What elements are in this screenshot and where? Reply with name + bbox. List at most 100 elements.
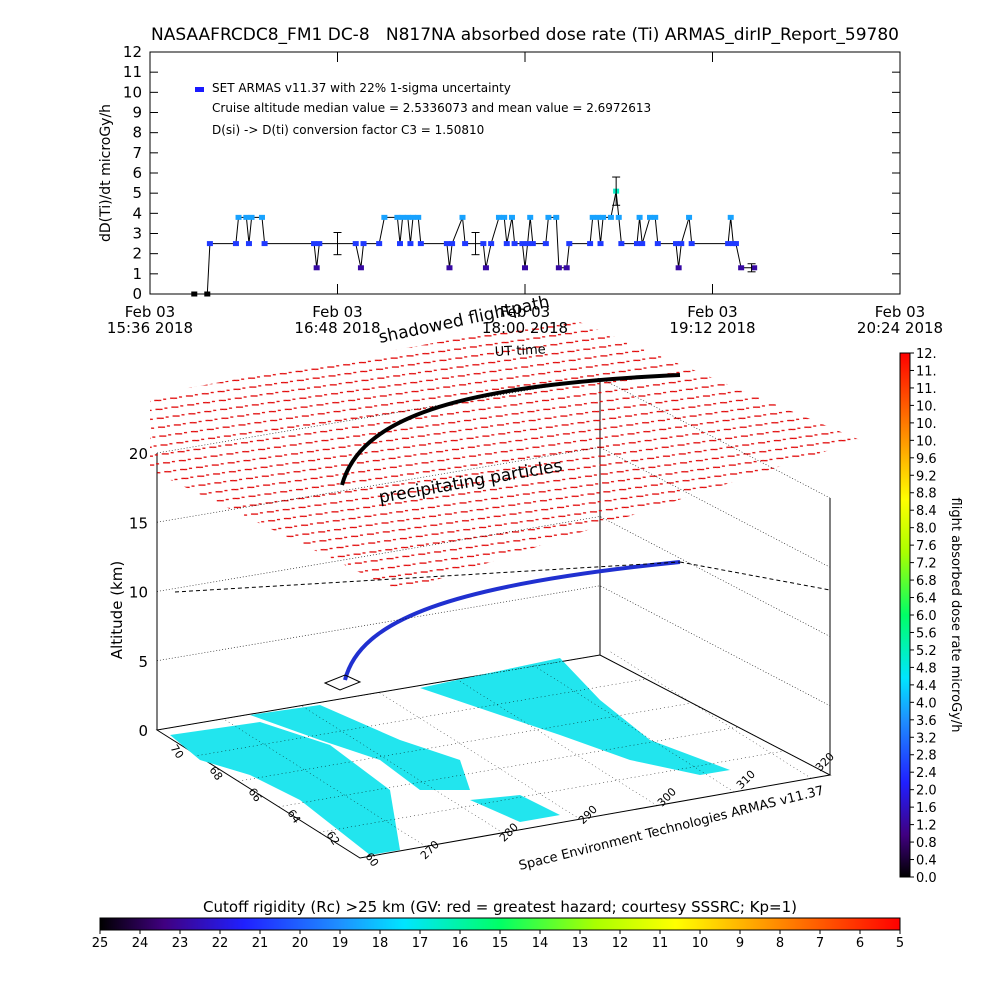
data-point <box>352 241 359 247</box>
data-point <box>524 241 531 247</box>
colorbar-tick-label: 11 <box>652 936 669 951</box>
data-point <box>459 214 466 220</box>
land <box>470 795 560 822</box>
colorbar-tick-label: 9 <box>736 936 744 951</box>
colorbar-tick-label: 15 <box>492 936 509 951</box>
data-point <box>417 241 424 247</box>
y-tick-label: 11 <box>123 63 142 81</box>
data-point <box>686 214 693 220</box>
scene-3d: shadowed flightpath UT time precipitatin… <box>108 292 860 874</box>
colorbar-tick-label: 23 <box>172 936 189 951</box>
x-tick-label: Feb 03 19:12 2018 <box>669 303 756 337</box>
colorbar-tick-label: 21 <box>252 936 269 951</box>
legend-marker <box>195 87 204 92</box>
data-point <box>243 214 250 220</box>
land <box>250 705 470 790</box>
data-point <box>316 241 323 247</box>
data-point <box>462 241 469 247</box>
data-point <box>727 214 734 220</box>
grid-line <box>278 726 739 808</box>
data-point <box>245 241 252 247</box>
data-point <box>678 241 685 247</box>
y-tick-label: 1 <box>132 265 142 283</box>
colorbar-tick-label: 11. <box>916 382 937 397</box>
data-point <box>503 241 510 247</box>
x-tick-label: Feb 03 16:48 2018 <box>294 303 381 337</box>
colorbar-tick-label: 10. <box>916 434 937 449</box>
error-bar <box>747 263 756 273</box>
z-tick-label: 20 <box>129 445 148 463</box>
data-point <box>654 241 661 247</box>
data-point <box>482 265 489 271</box>
colorbar <box>99 917 901 931</box>
x-tick-label: Feb 03 18:00 2018 <box>481 303 569 337</box>
data-point <box>647 214 653 220</box>
data-point <box>204 291 211 297</box>
colorbar-tick-label: 18 <box>372 936 389 951</box>
colorbar-tick-label: 8.8 <box>916 487 937 502</box>
error-bar <box>612 176 621 206</box>
data-point <box>397 241 403 247</box>
data-point <box>633 241 640 247</box>
data-point <box>407 241 414 247</box>
data-point <box>449 241 456 247</box>
colorbar-tick-label: 14 <box>532 936 549 951</box>
data-point <box>607 214 614 220</box>
colorbar-tick-label: 2.8 <box>916 749 937 764</box>
annotation: UT time <box>494 342 546 360</box>
data-point <box>399 214 406 220</box>
data-point <box>311 241 318 247</box>
colorbar-tick-label: 9.2 <box>916 469 937 484</box>
data-point <box>545 214 552 220</box>
data-point <box>594 214 601 220</box>
colorbar-tick-label: 1.2 <box>916 819 937 834</box>
data-point <box>206 241 213 247</box>
data-point <box>555 265 562 271</box>
annotation: D(si) -> D(ti) conversion factor C3 = 1.… <box>212 123 484 137</box>
data-point <box>587 241 594 247</box>
chart-title: NASAAFRCDC8_FM1 DC-8 N817NA absorbed dos… <box>151 25 899 45</box>
data-point <box>553 214 560 220</box>
colorbar-tick-label: 12. <box>916 347 937 362</box>
y-tick-label: 4 <box>132 204 142 222</box>
data-point <box>410 214 417 220</box>
colorbar-tick-label: 5 <box>896 936 904 951</box>
data-point <box>563 265 570 271</box>
data-point <box>519 241 526 247</box>
data-point <box>636 214 643 220</box>
colorbar-tick-label: 0.0 <box>916 871 937 886</box>
colorbar-tick-label: 17 <box>412 936 429 951</box>
colorbar-tick-label: 13 <box>572 936 589 951</box>
colorbar-tick-label: 8.0 <box>916 522 937 537</box>
y-tick-label: 12 <box>123 43 142 61</box>
legend-label: SET ARMAS v11.37 with 22% 1-sigma uncert… <box>212 81 511 95</box>
colorbar-tick-label: 9.6 <box>916 452 937 467</box>
colorbar-tick-label: 3.2 <box>916 731 937 746</box>
data-point <box>376 241 383 247</box>
data-point <box>480 241 487 247</box>
colorbar-tick-label: 0.4 <box>916 854 937 869</box>
colorbar-tick-label: 20 <box>292 936 309 951</box>
colorbar-tick-label: 10 <box>692 936 709 951</box>
colorbar-tick-label: 2.0 <box>916 784 937 799</box>
y-tick-label: 0 <box>132 285 142 303</box>
data-point <box>404 214 411 220</box>
colorbar-tick-label: 6.8 <box>916 574 937 589</box>
precipitating-particles <box>150 318 860 592</box>
z-tick-label: 15 <box>129 514 148 532</box>
colorbar-tick-label: 4.8 <box>916 661 937 676</box>
grid-line <box>156 654 601 731</box>
data-point <box>508 214 515 220</box>
land <box>420 658 730 775</box>
data-point <box>725 241 732 247</box>
data-point <box>566 241 573 247</box>
z-axis-label: Altitude (km) <box>108 561 126 659</box>
grid-line <box>238 702 693 782</box>
data-point <box>235 214 242 220</box>
colorbar-tick-label: 7.6 <box>916 539 937 554</box>
data-point <box>394 214 401 220</box>
colorbar-tick-label: 6 <box>856 936 864 951</box>
land <box>170 722 400 855</box>
data-point <box>751 265 758 271</box>
